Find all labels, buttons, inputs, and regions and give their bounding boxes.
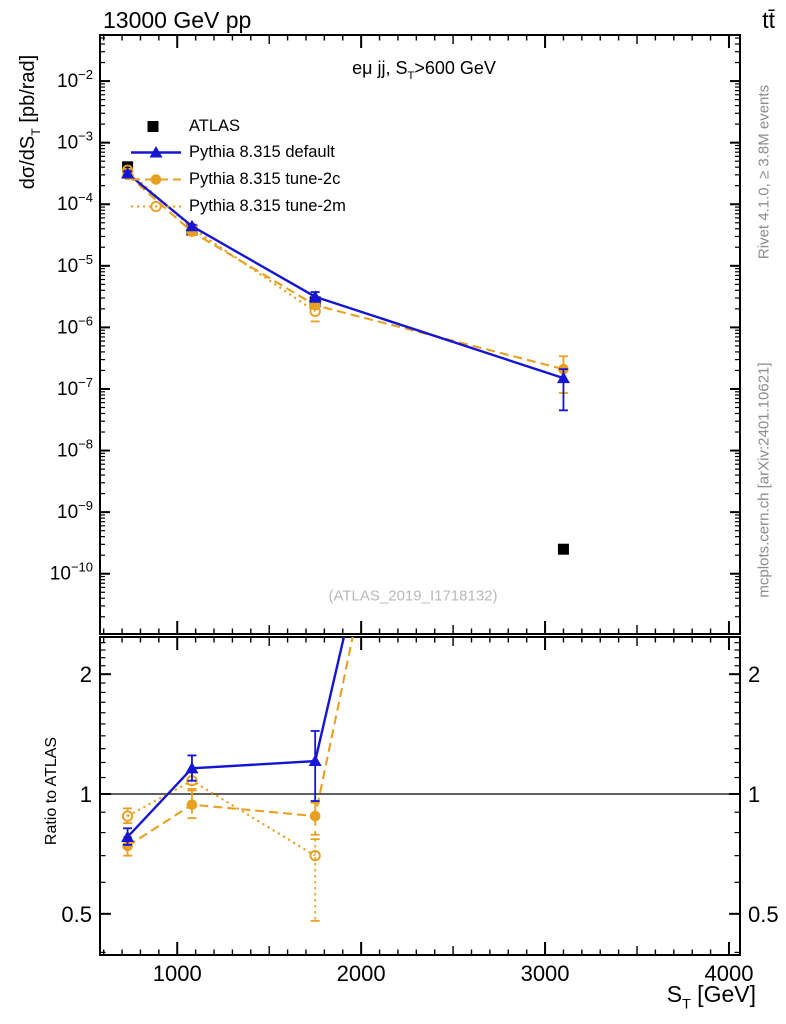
svg-text:2: 2 [748, 662, 760, 687]
svg-text:10−7: 10−7 [57, 375, 93, 400]
analysis-id-watermark: (ATLAS_2019_I1718132) [328, 587, 498, 605]
x-axis-ticks [102, 35, 730, 955]
panel-frames [99, 34, 741, 956]
x-axis-label-text: S [666, 981, 683, 1007]
svg-text:1000: 1000 [153, 961, 202, 986]
svg-text:1: 1 [748, 782, 760, 807]
top-y-ticks [100, 37, 740, 618]
legend-markers [131, 121, 181, 213]
top-y-tick-labels: 10−2 10−3 10−4 10−5 10−6 10−7 10−8 10−9 10−10 [50, 67, 93, 585]
svg-text:0.5: 0.5 [61, 902, 92, 927]
x-axis-label-subscript: T [682, 996, 691, 1013]
header-beam-energy: 13000 GeV pp [103, 7, 252, 33]
ratio-series-pythia-8-315-default [121, 637, 346, 846]
y-axis-label-units: [pb/rad] [17, 54, 40, 129]
legend-label-pythia-tune-2m: Pythia 8.315 tune-2m [189, 197, 346, 215]
series-pythia-8-315-default [121, 166, 570, 412]
legend-label-atlas: ATLAS [189, 117, 241, 135]
panel-title-subscript: T [407, 70, 415, 83]
mcplots-reference-note: mcplots.cern.ch [arXiv:2401.10621] [755, 362, 773, 598]
svg-text:4000: 4000 [704, 961, 753, 986]
legend-label-pythia-tune-2c: Pythia 8.315 tune-2c [189, 170, 341, 188]
rivet-version-note: Rivet 4.1.0, ≥ 3.8M events [755, 84, 773, 260]
svg-text:0.5: 0.5 [748, 902, 779, 927]
y-axis-label-subscript: T [28, 128, 43, 136]
y-axis-label: dσ/dST [pb/rad] [17, 55, 43, 189]
panel-title-suffix: >600 GeV [414, 58, 496, 78]
ratio-axis-label: Ratio to ATLAS [43, 736, 60, 846]
svg-text:10−10: 10−10 [50, 560, 93, 585]
header-process: tt̄ [762, 7, 775, 33]
ratio-y-ticks [100, 642, 740, 953]
svg-text:2000: 2000 [337, 961, 386, 986]
ratio-tick-labels: 2 2 1 1 0.5 0.5 [61, 662, 778, 927]
panel-title: eμ jj, ST>600 GeV [352, 58, 496, 82]
svg-text:10−5: 10−5 [57, 252, 93, 277]
svg-text:10−9: 10−9 [57, 498, 93, 523]
x-axis-label-units: [GeV] [690, 981, 756, 1007]
svg-text:1: 1 [80, 782, 92, 807]
panel-title-text: eμ jj, S [352, 58, 408, 78]
svg-text:10−3: 10−3 [57, 129, 93, 154]
svg-text:10−2: 10−2 [57, 67, 93, 92]
x-axis-label: ST [GeV] [667, 981, 756, 1012]
svg-text:10−4: 10−4 [57, 190, 93, 215]
x-tick-labels: 1000 2000 3000 4000 [153, 961, 754, 986]
svg-text:10−8: 10−8 [57, 437, 93, 462]
svg-text:3000: 3000 [521, 961, 570, 986]
y-axis-label-text: dσ/dS [17, 135, 40, 190]
svg-text:10−6: 10−6 [57, 313, 93, 338]
legend-label-pythia-default: Pythia 8.315 default [189, 143, 335, 161]
svg-text:2: 2 [80, 662, 92, 687]
